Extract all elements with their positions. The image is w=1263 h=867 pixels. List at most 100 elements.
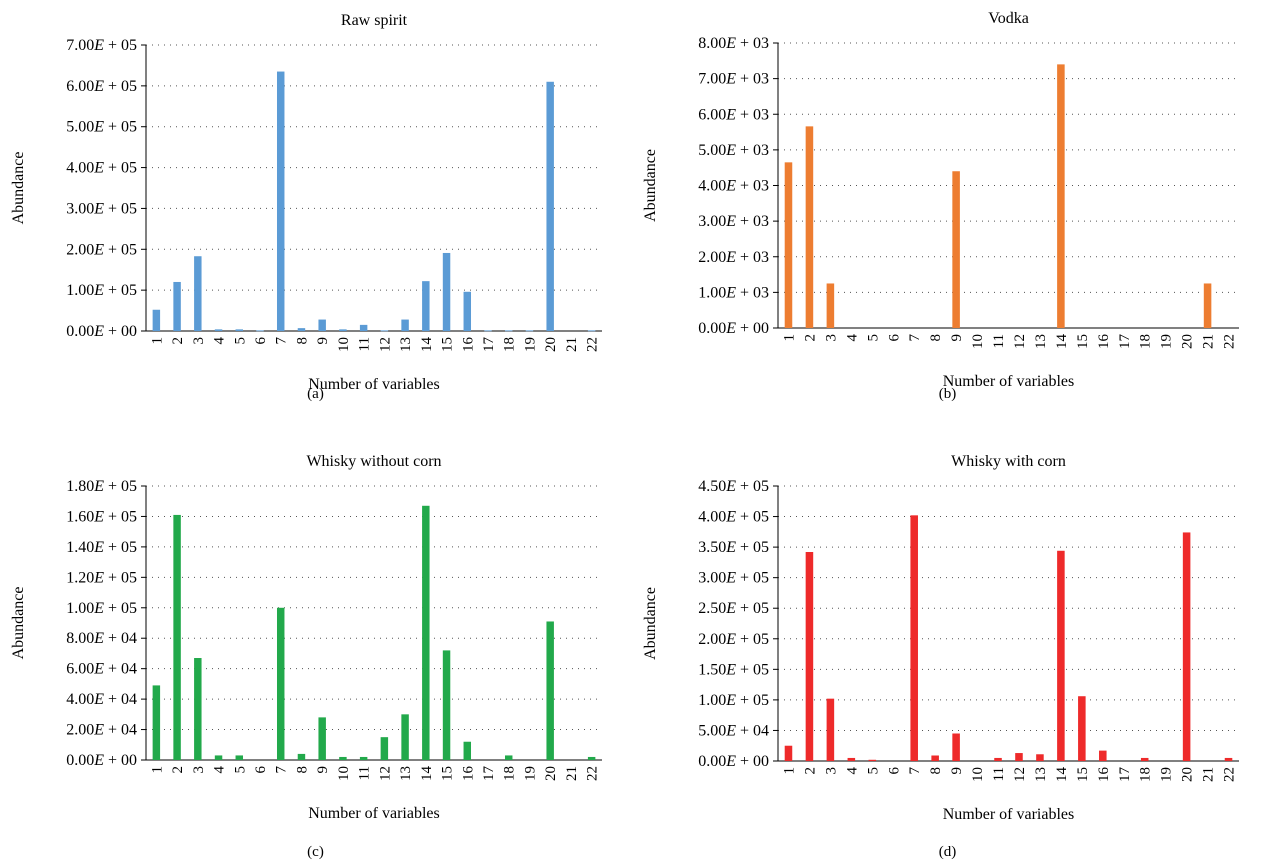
x-tick-label: 9 [949,334,965,342]
y-tick-label: 0.00E + 00 [66,323,137,340]
x-tick-label: 22 [585,337,601,352]
chart-panel-a: Raw spirit Abundance 0.00E + 00 1.00E + 05 2… [0,0,631,433]
bar [463,741,472,760]
bar [1224,757,1233,761]
bar [297,328,306,331]
bar [297,753,306,760]
y-tick-label: 8.00E + 03 [698,35,769,52]
bar [194,256,202,331]
y-tick-label: 4.00E + 04 [66,691,137,708]
bar [868,759,877,761]
x-tick-label: 13 [1033,767,1049,782]
bar [173,514,181,760]
y-tick-label: 7.00E + 05 [66,37,137,54]
bar [546,81,554,332]
bar [484,330,492,332]
x-tick-label: 21 [564,766,580,781]
x-tick-label: 20 [543,337,559,352]
bar [422,281,430,331]
x-tick-label: 22 [1222,334,1238,349]
y-tick-label: 0.00E + 00 [698,753,769,770]
x-tick-label: 5 [232,337,248,345]
bar [173,281,181,331]
y-tick-label: 3.00E + 03 [698,213,769,230]
bar [504,330,513,332]
x-tick-label: 1 [149,766,165,774]
x-tick-label: 22 [1222,767,1238,782]
chart-panel-c: Whisky without corn Abundance 0.00E + 00 2.… [0,434,631,867]
x-tick-label: 15 [1075,334,1091,349]
bar [401,714,409,760]
y-tick-label: 6.00E + 05 [66,78,137,95]
bar [826,698,835,761]
x-tick-label: 16 [1096,334,1112,350]
bar [256,330,264,332]
bar [952,171,960,328]
x-tick-label: 19 [522,766,538,781]
bar [422,505,430,760]
y-tick-label: 1.00E + 05 [698,692,769,709]
x-axis-label: Number of variables [308,805,440,822]
x-tick-label: 4 [212,337,228,345]
bar [784,162,793,328]
x-axis-label: Number of variables [943,373,1075,390]
bar [318,319,326,331]
x-tick-label: 19 [522,337,538,352]
bar [339,756,347,760]
x-tick-label: 18 [1138,334,1154,349]
bar [380,737,389,760]
y-axis-label: Abundance [642,587,659,660]
chart-b: Vodka Abundance 0.00E + 00 1.00E + 03 2.00E … [642,10,1239,390]
bar [1099,750,1107,761]
caption-a: (a) [307,386,324,402]
x-tick-label: 4 [844,334,860,342]
x-tick-label: 14 [1054,767,1070,783]
y-tick-label: 1.60E + 05 [66,508,137,525]
chart-title: Whisky without corn [306,453,441,470]
y-tick-label: 2.00E + 05 [698,631,769,648]
y-tick-label: 1.50E + 05 [698,661,769,678]
x-tick-label: 18 [502,766,518,781]
x-tick-label: 2 [802,767,818,775]
x-tick-label: 14 [1054,334,1070,350]
y-tick-label: 4.00E + 05 [66,160,137,177]
x-tick-label: 7 [907,334,923,342]
x-tick-label: 11 [357,766,373,780]
x-tick-label: 3 [823,334,839,342]
bar [847,757,856,761]
bar [276,71,285,332]
chart-a: Raw spirit Abundance 0.00E + 00 1.00E + 05 2… [10,12,602,393]
x-tick-label: 9 [315,337,331,345]
bar [525,330,534,332]
bar [194,658,202,760]
x-axis-label: Number of variables [943,806,1075,823]
x-tick-label: 1 [781,767,797,775]
bar [152,309,161,331]
x-tick-label: 6 [253,337,269,345]
bar [214,329,223,331]
y-tick-label: 7.00E + 03 [698,71,769,88]
bar [235,329,244,331]
x-tick-label: 18 [1138,767,1154,782]
y-tick-label: 0.00E + 00 [66,752,137,769]
bar [152,685,161,760]
y-tick-label: 2.00E + 03 [698,249,769,266]
bar [463,291,472,331]
bar [1203,283,1212,328]
x-tick-label: 9 [315,766,331,774]
x-tick-label: 5 [865,767,881,775]
y-tick-label: 2.00E + 05 [66,241,137,258]
x-tick-label: 20 [543,766,559,781]
x-tick-label: 10 [970,767,986,782]
bar [910,515,918,761]
y-tick-label: 8.00E + 04 [66,630,137,647]
chart-panel-b: Vodka Abundance 0.00E + 00 1.00E + 03 2.00E … [632,0,1263,433]
y-tick-label: 4.00E + 03 [698,178,769,195]
x-tick-label: 11 [991,334,1007,348]
x-axis-label: Number of variables [308,376,440,393]
x-tick-label: 8 [928,767,944,775]
bar [318,717,326,760]
bar [235,755,244,760]
bar [1057,550,1065,761]
x-tick-label: 15 [1075,767,1091,782]
